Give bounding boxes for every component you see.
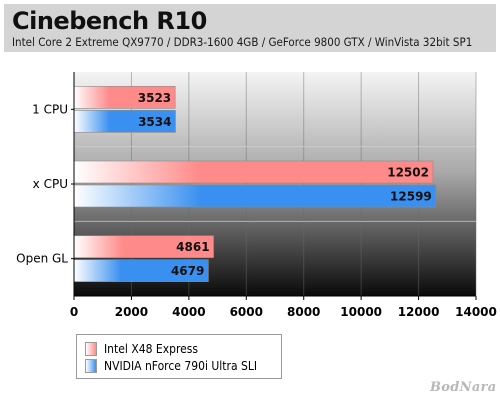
bar-series-1-x-cpu <box>73 160 434 184</box>
watermark-logo: BodNara <box>430 380 497 395</box>
legend-label-series-2: NVIDIA nForce 790i Ultra SLI <box>104 359 258 373</box>
chart-subtitle: Intel Core 2 Extreme QX9770 / DDR3-1600 … <box>12 35 473 49</box>
data-label: 4861 <box>176 240 209 254</box>
bar-series-2-x-cpu <box>73 184 437 208</box>
legend-swatch-series-2 <box>85 359 97 373</box>
y-tick-label: Open GL <box>16 252 68 266</box>
x-tick-label: 4000 <box>172 305 205 319</box>
data-label: 12502 <box>387 166 429 180</box>
x-tick-label: 6000 <box>230 305 263 319</box>
x-tick-label: 2000 <box>115 305 148 319</box>
plot-background <box>74 72 476 296</box>
legend-label-series-1: Intel X48 Express <box>104 342 199 356</box>
data-label: 12599 <box>390 190 432 204</box>
chart-title: Cinebench R10 <box>12 7 207 35</box>
legend-swatch-series-1 <box>85 342 97 356</box>
x-tick-label: 12000 <box>398 305 440 319</box>
x-tick-label: 10000 <box>340 305 382 319</box>
legend-item-series-2: NVIDIA nForce 790i Ultra SLI <box>85 359 257 373</box>
title-bar: Cinebench R10 Intel Core 2 Extreme QX977… <box>4 4 496 52</box>
data-label: 4679 <box>171 264 204 278</box>
x-tick-label: 8000 <box>287 305 320 319</box>
legend-item-series-1: Intel X48 Express <box>85 342 198 356</box>
data-label: 3523 <box>138 91 171 105</box>
x-tick-label: 0 <box>70 305 78 319</box>
data-label: 3534 <box>138 115 171 129</box>
legend: Intel X48 Express NVIDIA nForce 790i Ult… <box>76 334 282 379</box>
x-tick-label: 14000 <box>455 305 497 319</box>
y-tick-label: x CPU <box>33 177 68 191</box>
y-tick-label: 1 CPU <box>32 102 68 116</box>
